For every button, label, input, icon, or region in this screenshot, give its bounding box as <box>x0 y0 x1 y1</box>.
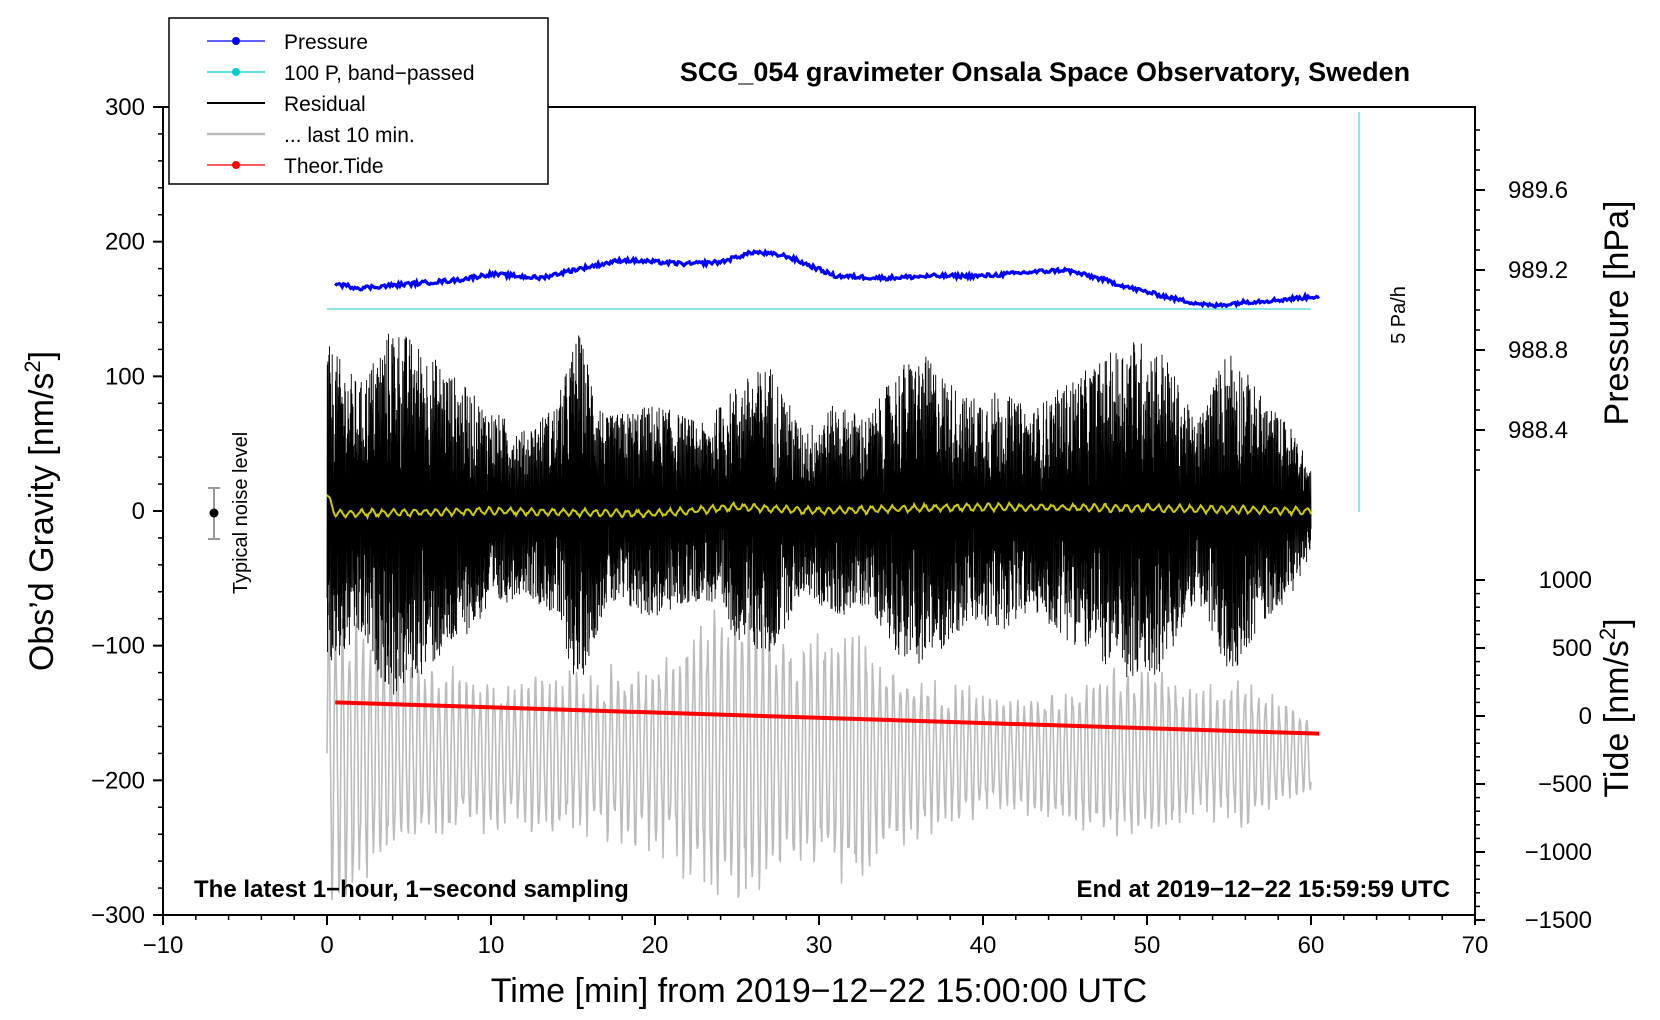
legend-entries: Pressure 100 P, band−passed Residual ... la… <box>207 31 475 178</box>
y-tick-label: −200 <box>91 767 145 794</box>
legend-label: 100 P, band−passed <box>284 62 475 85</box>
y-left-title-end: ] <box>23 351 61 360</box>
x-tick-label: 70 <box>1462 932 1489 959</box>
legend-swatch-dot <box>232 161 240 169</box>
chart-title: SCG_054 gravimeter Onsala Space Observat… <box>680 57 1410 87</box>
y-left-title-sup: 2 <box>20 360 45 372</box>
legend-swatch-dot <box>232 37 240 45</box>
x-tick-label: −10 <box>143 932 184 959</box>
tide-title-main: Tide [nm/s <box>1598 640 1636 797</box>
legend-label: Residual <box>284 93 366 116</box>
residual-line <box>326 333 1312 695</box>
y-axis-pressure: 989.6 989.2 988.8 988.4 <box>1475 129 1568 471</box>
tide-tick-label: −500 <box>1538 771 1592 798</box>
legend-swatch-dot <box>232 68 240 76</box>
x-tick-label: 50 <box>1134 932 1161 959</box>
legend-box <box>168 17 549 185</box>
legend: Pressure 100 P, band−passed Residual ... la… <box>168 17 549 185</box>
y-axis-left-title: Obs’d Gravity [nm/s2] <box>20 351 61 671</box>
pressure-tick-label: 988.4 <box>1508 417 1568 444</box>
last-10min-line <box>326 603 1312 901</box>
x-tick-label: 10 <box>478 932 505 959</box>
legend-label: Pressure <box>284 31 368 54</box>
legend-label: ... last 10 min. <box>284 124 415 147</box>
tide-title-sup: 2 <box>1595 628 1620 640</box>
y-tick-label: −300 <box>91 902 145 929</box>
x-axis: −10 0 10 20 30 40 50 60 70 <box>143 915 1489 959</box>
pressure-tick-label: 989.2 <box>1508 257 1568 284</box>
noise-level-indicator <box>208 487 220 540</box>
sampling-annotation: The latest 1−hour, 1−second sampling <box>194 876 629 903</box>
tide-title-end: ] <box>1598 618 1636 627</box>
tide-tick-label: −1000 <box>1525 839 1592 866</box>
band-passed-residual-line <box>326 494 1312 521</box>
tide-tick-label: 1000 <box>1539 567 1592 594</box>
pressure-tick-label: 989.6 <box>1508 177 1568 204</box>
y-axis-tide: 1000 500 0 −500 −1000 −1500 <box>1475 567 1592 934</box>
pressure-tick-label: 988.8 <box>1508 337 1568 364</box>
tide-axis-title: Tide [nm/s2] <box>1595 618 1636 797</box>
tide-tick-label: 500 <box>1552 635 1592 662</box>
tide-tick-label: 0 <box>1579 703 1592 730</box>
y-tick-label: −100 <box>91 633 145 660</box>
y-left-title-main: Obs’d Gravity [nm/s <box>23 373 61 672</box>
x-tick-label: 60 <box>1298 932 1325 959</box>
pressure-axis-title: Pressure [hPa] <box>1598 201 1636 426</box>
x-tick-label: 30 <box>806 932 833 959</box>
rate-label: 5 Pa/h <box>1388 286 1410 344</box>
theoretical-tide-line <box>335 700 1320 736</box>
y-axis-left: 300 200 100 0 −100 −200 −300 <box>91 94 163 929</box>
x-axis-title: Time [min] from 2019−12−22 15:00:00 UTC <box>491 972 1147 1010</box>
noise-bar-dot <box>209 508 219 518</box>
x-tick-label: 0 <box>320 932 333 959</box>
y-tick-label: 200 <box>105 229 145 256</box>
y-tick-label: 300 <box>105 94 145 121</box>
series-layer <box>326 248 1320 901</box>
legend-label: Theor.Tide <box>284 155 384 178</box>
x-tick-label: 40 <box>970 932 997 959</box>
y-tick-label: 100 <box>105 363 145 390</box>
noise-label: Typical noise level <box>230 432 252 594</box>
pressure-line <box>334 248 1320 309</box>
x-tick-label: 20 <box>642 932 669 959</box>
tide-tick-label: −1500 <box>1525 907 1592 934</box>
end-time-annotation: End at 2019−12−22 15:59:59 UTC <box>1076 876 1450 903</box>
y-tick-label: 0 <box>132 498 145 525</box>
